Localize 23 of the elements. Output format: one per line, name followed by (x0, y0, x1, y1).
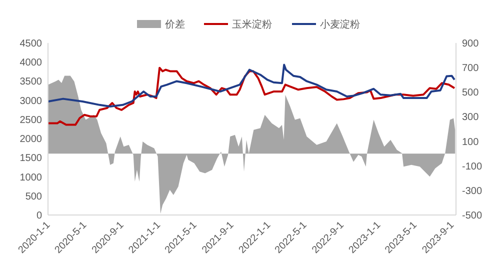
y-tick-label: 0 (36, 210, 42, 222)
y-tick-label: 2000 (20, 134, 42, 146)
line-series (47, 64, 456, 108)
y-tick-label: 3500 (20, 76, 42, 88)
legend-label: 玉米淀粉 (232, 18, 272, 30)
y2-tick-label: -100 (462, 161, 482, 172)
y-tick-label: 4000 (20, 58, 42, 69)
y2-tick-label: 500 (462, 88, 480, 99)
y2-tick-label: 300 (462, 112, 480, 124)
y2-tick-label: -300 (462, 186, 482, 197)
y2-tick-label: 100 (462, 136, 480, 148)
y-tick-label: 500 (25, 191, 42, 202)
y-tick-label: 1500 (20, 153, 42, 164)
legend-label: 价差 (164, 18, 185, 30)
line-series (47, 66, 456, 126)
y-tick-label: 2500 (20, 114, 42, 126)
y2-tick-label: 900 (462, 38, 480, 50)
y2-tick-label: 700 (462, 63, 480, 74)
y-tick-label: 3000 (20, 96, 42, 107)
y-tick-label: 1000 (20, 172, 42, 184)
y2-tick-label: -500 (462, 210, 482, 222)
y-tick-label: 4500 (20, 38, 42, 50)
legend-label: 小麦淀粉 (320, 18, 360, 30)
